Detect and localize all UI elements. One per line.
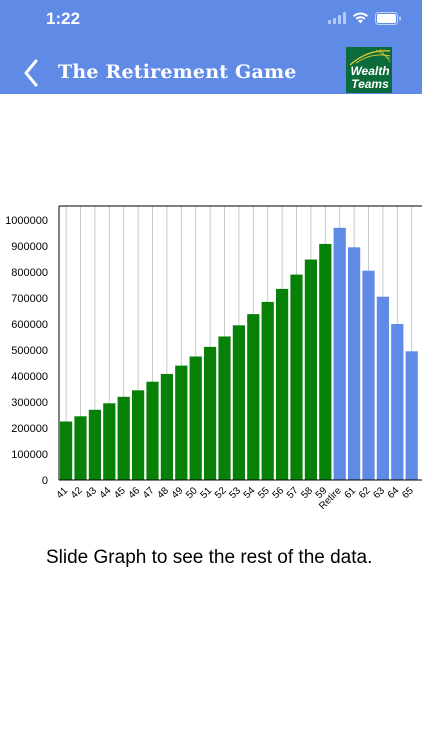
bar-59 — [319, 243, 332, 480]
bar-52 — [218, 336, 231, 480]
bar-Retire — [333, 227, 346, 480]
bar-48 — [160, 373, 173, 480]
bar-61 — [348, 247, 361, 480]
y-tick-label: 900000 — [11, 241, 48, 253]
y-tick-label: 500000 — [11, 345, 48, 357]
nav-header: 1:22 The Retirement Game Wealth Teams — [0, 0, 422, 94]
battery-icon — [375, 11, 401, 25]
bar-44 — [103, 403, 116, 480]
y-tick-label: 0 — [42, 475, 48, 487]
page-title: The Retirement Game — [58, 61, 297, 83]
status-icons — [328, 10, 402, 26]
y-tick-label: 200000 — [11, 423, 48, 435]
chart-canvas[interactable]: 0 100000 200000 300000 400000 500000 600000 700… — [0, 190, 422, 520]
bar-53 — [232, 325, 245, 480]
retirement-bar-chart[interactable]: 0 100000 200000 300000 400000 500000 600000 700… — [0, 190, 422, 520]
bar-47 — [146, 381, 159, 480]
bar-57 — [290, 274, 303, 480]
bar-50 — [189, 356, 202, 480]
bar-49 — [175, 365, 188, 480]
y-tick-label: 300000 — [11, 397, 48, 409]
bar-58 — [304, 259, 317, 480]
bar-43 — [88, 409, 101, 480]
bar-63 — [376, 296, 389, 480]
y-tick-label: 800000 — [11, 267, 48, 279]
bar-46 — [132, 390, 145, 480]
bar-55 — [261, 301, 274, 480]
bar-54 — [247, 314, 260, 480]
bar-56 — [276, 288, 289, 480]
bar-65 — [405, 351, 418, 480]
y-tick-label: 1000000 — [5, 215, 48, 227]
bar-62 — [362, 270, 375, 480]
logo-text-line1: Wealth — [350, 64, 390, 78]
y-tick-label: 700000 — [11, 293, 48, 305]
cellular-signal-icon — [328, 12, 346, 24]
bar-42 — [74, 416, 87, 480]
y-tick-label: 600000 — [11, 319, 48, 331]
y-tick-label: 100000 — [11, 449, 48, 461]
bar-51 — [204, 346, 217, 480]
wealth-teams-logo: Wealth Teams — [346, 47, 392, 93]
logo-text-line2: Teams — [351, 77, 389, 91]
back-chevron-icon[interactable] — [20, 58, 44, 88]
x-tick-label: 65 — [400, 485, 416, 501]
bar-45 — [117, 396, 130, 480]
slide-hint-text: Slide Graph to see the rest of the data. — [46, 547, 373, 568]
logo-burst-icon — [349, 48, 391, 66]
status-time: 1:22 — [46, 9, 81, 28]
wifi-icon — [353, 12, 368, 24]
bar-41 — [60, 421, 73, 480]
y-tick-label: 400000 — [11, 371, 48, 383]
bar-64 — [391, 324, 404, 480]
